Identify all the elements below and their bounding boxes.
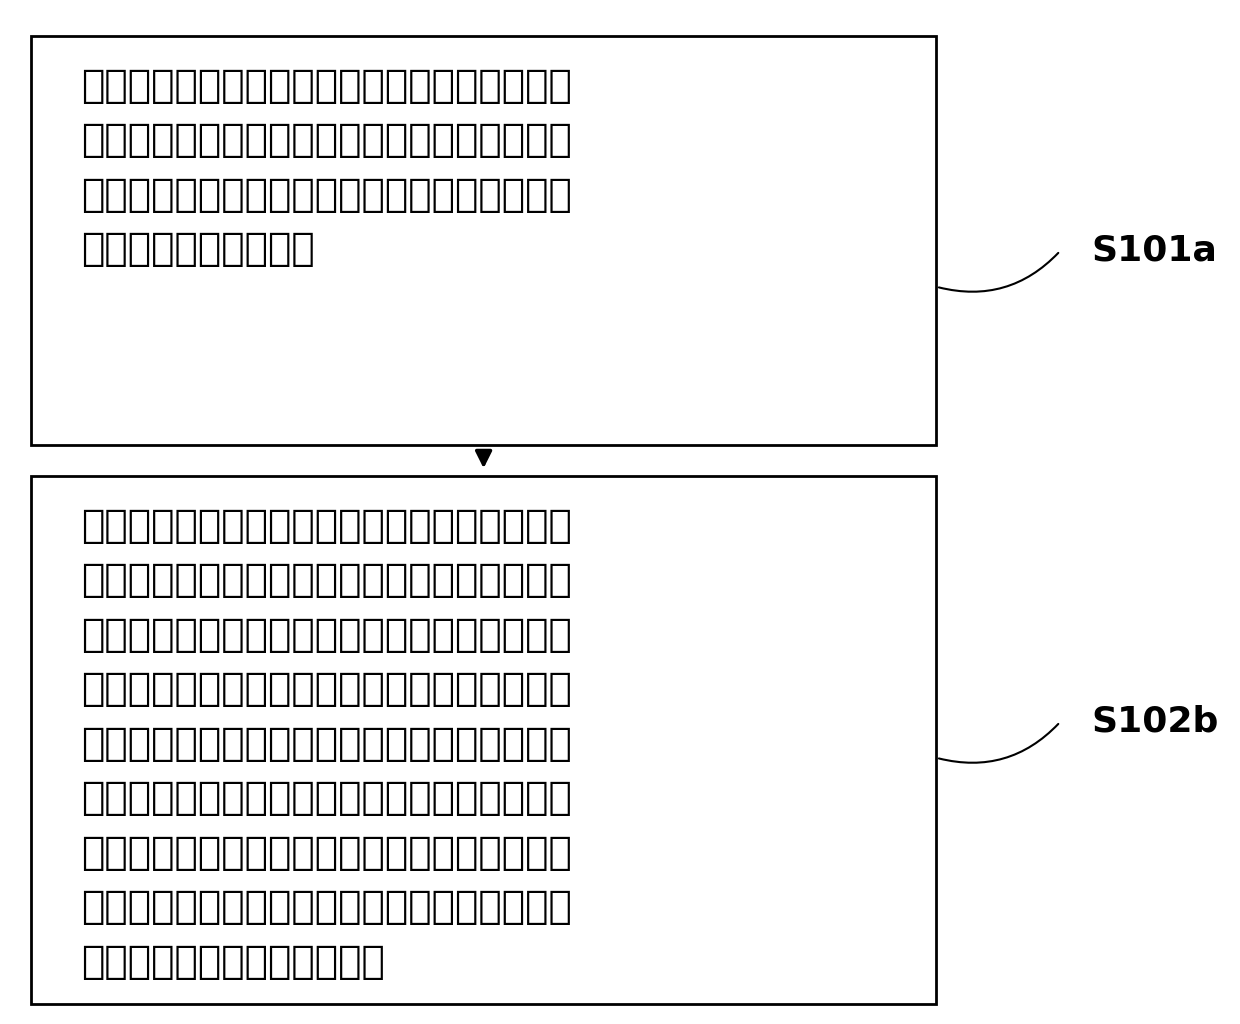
Text: S101a: S101a — [1091, 233, 1218, 268]
Text: 移动所述透明介质并同时调整所述第一激光中两
路光束的光路，使得第一激光对所述透明介质从
所述预设的起始位置开始进行改性，其中，第一
激光中先到达透明介质的一路脉: 移动所述透明介质并同时调整所述第一激光中两 路光束的光路，使得第一激光对所述透明… — [81, 507, 572, 981]
Text: S102b: S102b — [1091, 705, 1219, 739]
Bar — [31, 476, 936, 1004]
Bar — [31, 36, 936, 445]
Text: 将第一激光聚焦至透明介质的该微结构预设的起
始位置；所述预设的起始位置为位于透明介质的
内部，且与透明介质朝向所述第一激光的外表面
具有预设厚度的位置；: 将第一激光聚焦至透明介质的该微结构预设的起 始位置；所述预设的起始位置为位于透明… — [81, 67, 572, 268]
